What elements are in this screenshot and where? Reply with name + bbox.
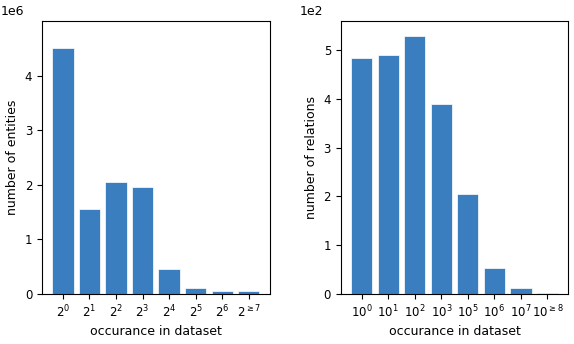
Bar: [404, 36, 425, 293]
Y-axis label: number of relations: number of relations: [305, 96, 318, 219]
Bar: [378, 55, 399, 293]
Bar: [430, 104, 452, 293]
Bar: [185, 288, 206, 293]
X-axis label: occurance in dataset: occurance in dataset: [389, 325, 521, 338]
Bar: [351, 58, 373, 293]
Bar: [510, 288, 532, 293]
Bar: [106, 182, 127, 293]
Bar: [52, 49, 73, 293]
Bar: [238, 291, 259, 293]
X-axis label: occurance in dataset: occurance in dataset: [90, 325, 222, 338]
Bar: [212, 291, 232, 293]
Text: 1e2: 1e2: [300, 6, 323, 19]
Bar: [457, 194, 479, 293]
Y-axis label: number of entities: number of entities: [6, 100, 19, 215]
Text: 1e6: 1e6: [1, 6, 25, 19]
Bar: [132, 187, 153, 293]
Bar: [158, 269, 180, 293]
Bar: [484, 268, 505, 293]
Bar: [79, 209, 100, 293]
